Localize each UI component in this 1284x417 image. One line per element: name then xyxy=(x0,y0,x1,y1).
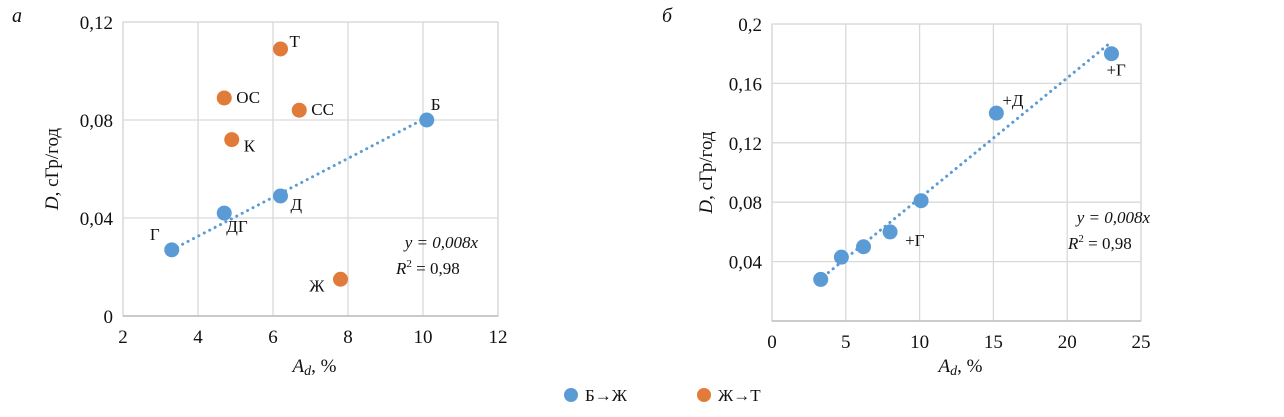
trendline xyxy=(822,40,1113,278)
data-point xyxy=(856,239,872,255)
data-point xyxy=(988,105,1004,121)
legend-label: Ж→Т xyxy=(718,386,761,405)
trend-equation: y = 0,008x xyxy=(403,233,479,252)
y-tick-label: 0,12 xyxy=(80,13,113,34)
x-tick-label: 20 xyxy=(1058,332,1077,353)
data-label: ОС xyxy=(236,88,260,107)
data-point xyxy=(333,271,348,287)
r-squared: R2 = 0,98 xyxy=(1067,233,1132,253)
y-tick-label: 0,08 xyxy=(80,111,113,132)
x-tick-label: 5 xyxy=(841,332,851,353)
data-label: +Г xyxy=(1106,61,1126,80)
x-tick-label: 2 xyxy=(118,327,128,348)
data-point xyxy=(224,132,240,148)
legend-item: Б→Ж xyxy=(564,386,628,405)
data-point xyxy=(273,188,288,204)
data-point xyxy=(813,271,829,287)
data-label: Т xyxy=(290,32,301,51)
data-label: +Г xyxy=(905,231,925,250)
x-tick-label: 15 xyxy=(984,332,1003,353)
data-point xyxy=(291,102,307,118)
y-tick-label: 0,04 xyxy=(80,209,114,230)
y-tick-label: 0,12 xyxy=(729,134,762,155)
data-label: СС xyxy=(311,100,334,119)
x-tick-label: 8 xyxy=(343,327,353,348)
x-axis-title: Ad, % xyxy=(291,356,337,379)
x-tick-label: 10 xyxy=(414,327,433,348)
trend-equation: y = 0,008x xyxy=(1075,208,1151,227)
legend-label: Б→Ж xyxy=(585,386,628,405)
legend: Б→Ж Ж→Т xyxy=(564,386,761,405)
x-tick-label: 10 xyxy=(910,332,929,353)
data-point xyxy=(164,242,180,258)
trendline xyxy=(170,116,429,252)
data-point xyxy=(1103,46,1119,62)
panel-label: б xyxy=(662,5,673,27)
y-axis-title: D, сГр/год xyxy=(42,128,63,212)
data-label: Д xyxy=(291,195,303,214)
data-point xyxy=(913,193,929,209)
data-point xyxy=(419,112,435,128)
data-point xyxy=(273,41,288,57)
chart-panel-a: 2 4 6 8 10 12 0 0,04 0,08 0,12 а Ad, % D, сГр/год Г ДГ… xyxy=(12,5,508,379)
data-point xyxy=(216,205,232,221)
legend-item: Ж→Т xyxy=(697,386,761,405)
y-tick-label: 0,08 xyxy=(729,193,762,214)
y-tick-label: 0,16 xyxy=(729,74,762,95)
data-label: Г xyxy=(150,225,160,244)
legend-marker xyxy=(697,388,711,402)
panel-label: а xyxy=(12,5,22,27)
r-squared: R2 = 0,98 xyxy=(395,258,460,278)
x-tick-label: 25 xyxy=(1132,332,1151,353)
data-label: +Д xyxy=(1002,91,1024,110)
x-tick-label: 0 xyxy=(767,332,777,353)
x-tick-label: 12 xyxy=(489,327,508,348)
legend-marker xyxy=(564,388,578,402)
x-axis-title: Ad, % xyxy=(937,356,983,379)
chart-panel-b: 0 5 10 15 20 25 0,04 0,08 0,12 0,16 0,2 б Ad, % D, сГ… xyxy=(662,5,1151,379)
data-label: К xyxy=(244,137,256,156)
data-point xyxy=(216,90,232,106)
x-tick-label: 4 xyxy=(193,327,203,348)
data-label: Ж xyxy=(309,276,325,295)
data-point xyxy=(833,249,849,265)
data-point xyxy=(882,224,898,240)
y-axis-title: D, сГр/год xyxy=(696,131,717,215)
y-tick-label: 0 xyxy=(104,307,114,328)
x-tick-label: 6 xyxy=(268,327,278,348)
data-label: ДГ xyxy=(226,217,248,236)
y-tick-label: 0,04 xyxy=(729,253,763,274)
y-tick-label: 0,2 xyxy=(738,15,762,36)
data-label: Б xyxy=(431,95,441,114)
